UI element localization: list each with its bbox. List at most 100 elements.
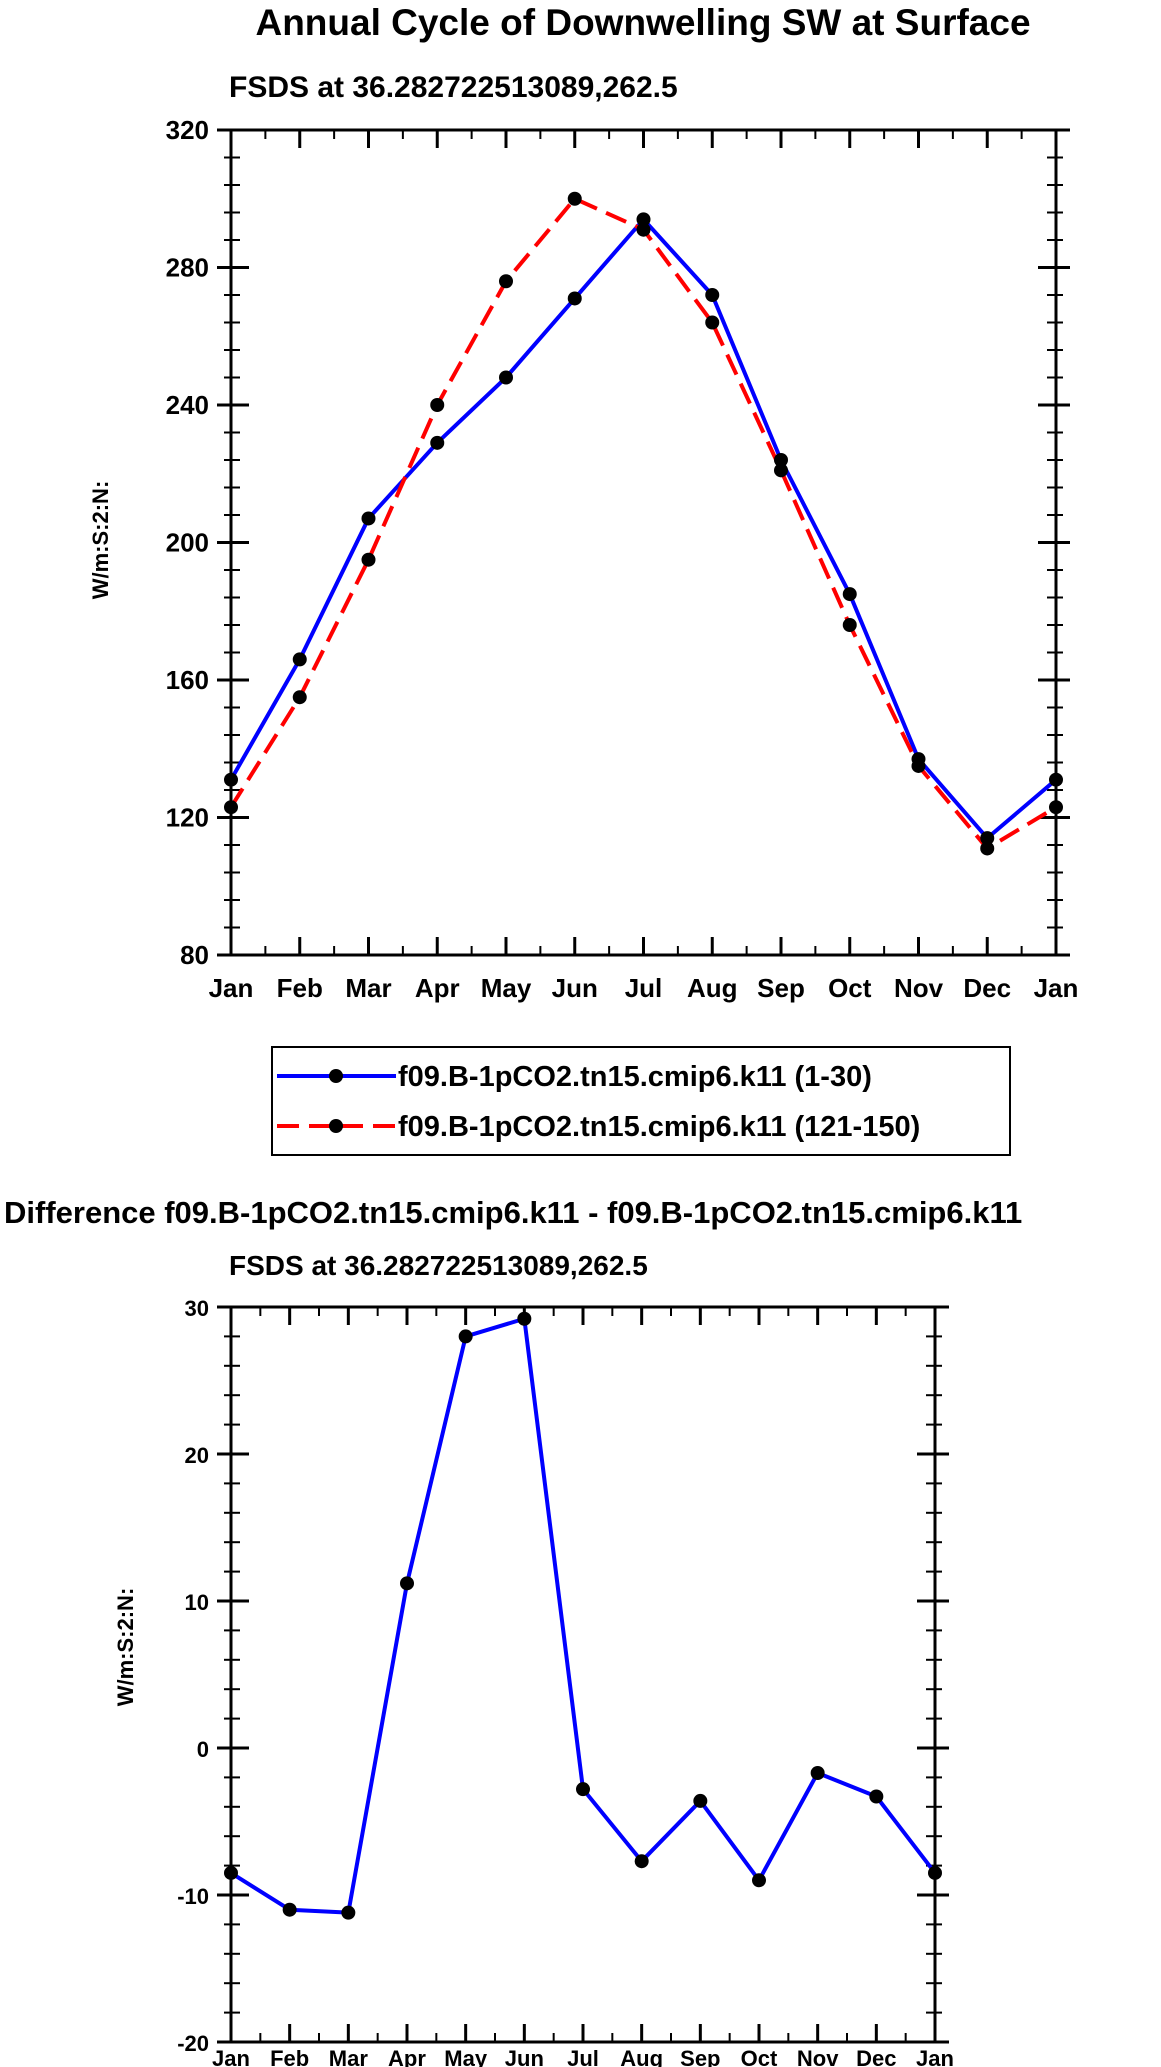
x-tick-label: Mar (329, 2046, 369, 2067)
data-point (576, 1782, 590, 1797)
data-point (224, 800, 238, 815)
data-point (636, 212, 651, 227)
y-tick-label: 200 (166, 528, 209, 558)
x-tick-label: May (444, 2046, 488, 2067)
x-tick-label: Nov (894, 973, 944, 1003)
x-tick-label: Aug (687, 973, 738, 1003)
legend-label-1: f09.B-1pCO2.tn15.cmip6.k11 (1-30) (398, 1061, 872, 1093)
data-point (980, 841, 995, 856)
y-tick-label: 0 (197, 1737, 209, 1762)
legend-marker-1 (329, 1069, 343, 1083)
x-tick-label: Jul (625, 973, 663, 1003)
data-point (752, 1873, 766, 1888)
x-tick-label: Jan (209, 973, 254, 1003)
x-tick-label: Dec (856, 2046, 896, 2067)
data-point (567, 191, 582, 206)
x-tick-label: Oct (741, 2046, 778, 2067)
data-point (430, 435, 445, 450)
data-point (911, 758, 926, 773)
data-point (292, 652, 307, 667)
y-tick-label: 160 (166, 665, 209, 695)
data-point (634, 1854, 649, 1869)
data-point (499, 274, 513, 289)
x-tick-label: Oct (828, 973, 872, 1003)
series-line-1 (229, 1316, 937, 1915)
y-tick-label: 120 (166, 803, 209, 833)
x-tick-label: Jul (567, 2046, 599, 2067)
legend-marker-2 (329, 1119, 343, 1133)
x-tick-label: May (481, 973, 532, 1003)
x-tick-label: Feb (277, 973, 323, 1003)
chart-2-subtitle: FSDS at 36.282722513089,262.5 (229, 1250, 648, 1281)
chart-1-subtitle: FSDS at 36.282722513089,262.5 (229, 71, 678, 104)
legend-label-2: f09.B-1pCO2.tn15.cmip6.k11 (121-150) (398, 1111, 920, 1143)
y-tick-label: 280 (166, 253, 209, 283)
chart-1-legend: f09.B-1pCO2.tn15.cmip6.k11 (1-30) f09.B-… (271, 1046, 1011, 1156)
x-tick-label: Jan (916, 2046, 954, 2067)
data-point (980, 831, 995, 846)
data-point (705, 315, 720, 330)
data-point (842, 587, 857, 602)
x-tick-label: Jun (552, 973, 598, 1003)
legend-box (271, 1046, 1011, 1156)
chart-1-axes (217, 128, 1070, 957)
x-tick-label: Mar (345, 973, 391, 1003)
chart-1-ylabel: W/m:S:2:N: (88, 481, 113, 600)
data-point (774, 453, 788, 467)
data-point (928, 1865, 942, 1880)
chart-2-series (224, 1311, 942, 1920)
data-point (869, 1789, 884, 1804)
y-tick-label: 80 (180, 940, 209, 970)
data-point (499, 370, 513, 385)
y-tick-label: 10 (185, 1590, 209, 1615)
y-tick-label: -10 (177, 1884, 209, 1909)
x-tick-label: Jun (505, 2046, 544, 2067)
y-tick-label: 240 (166, 390, 209, 420)
y-tick-label: 320 (166, 115, 209, 145)
chart-2-title: Difference f09.B-1pCO2.tn15.cmip6.k11 - … (4, 1195, 1022, 1230)
data-point (1049, 800, 1063, 815)
data-point (517, 1311, 532, 1326)
data-point (810, 1765, 825, 1780)
y-tick-label: -20 (177, 2031, 209, 2056)
data-point (693, 1793, 708, 1808)
data-point (636, 222, 651, 237)
data-point (567, 291, 582, 306)
series-line-2 (229, 196, 1058, 851)
x-tick-label: Feb (270, 2046, 309, 2067)
y-tick-label: 30 (185, 1296, 209, 1321)
x-tick-label: Jan (1034, 973, 1079, 1003)
chart-2-ylabel: W/m:S:2:N: (113, 1588, 138, 1707)
chart-1-tick-labels: Jan Feb Mar Apr May Jun Jul Aug Sep Oct Nov Dec Jan8… (166, 115, 1079, 1003)
chart-2-tick-labels: Jan Feb Mar Apr May Jun Jul Aug Sep Oct Nov Dec Jan-… (177, 1296, 954, 2067)
x-tick-label: Sep (757, 973, 805, 1003)
data-point (292, 690, 307, 705)
data-point (705, 288, 720, 302)
x-tick-label: Dec (963, 973, 1011, 1003)
chart-2-frame (229, 1305, 937, 2044)
data-point (1049, 772, 1063, 787)
x-tick-label: Apr (415, 973, 460, 1003)
data-point (341, 1905, 356, 1920)
data-point (282, 1902, 297, 1917)
x-tick-label: Apr (388, 2046, 426, 2067)
data-point (400, 1576, 414, 1591)
series-line-1 (229, 217, 1058, 841)
chart-1-series (224, 191, 1063, 856)
data-point (458, 1329, 473, 1344)
x-tick-label: Sep (680, 2046, 720, 2067)
chart-1-title: Annual Cycle of Downwelling SW at Surfac… (255, 2, 1030, 43)
data-point (361, 552, 376, 567)
x-tick-label: Jan (212, 2046, 250, 2067)
data-point (842, 618, 857, 632)
data-point (774, 463, 788, 478)
x-tick-label: Nov (797, 2046, 839, 2067)
chart-2-axes (217, 1305, 949, 2044)
y-tick-label: 20 (185, 1443, 209, 1468)
data-point (430, 398, 445, 412)
data-point (361, 511, 376, 526)
data-point (224, 772, 238, 787)
data-point (224, 1865, 238, 1880)
x-tick-label: Aug (620, 2046, 663, 2067)
